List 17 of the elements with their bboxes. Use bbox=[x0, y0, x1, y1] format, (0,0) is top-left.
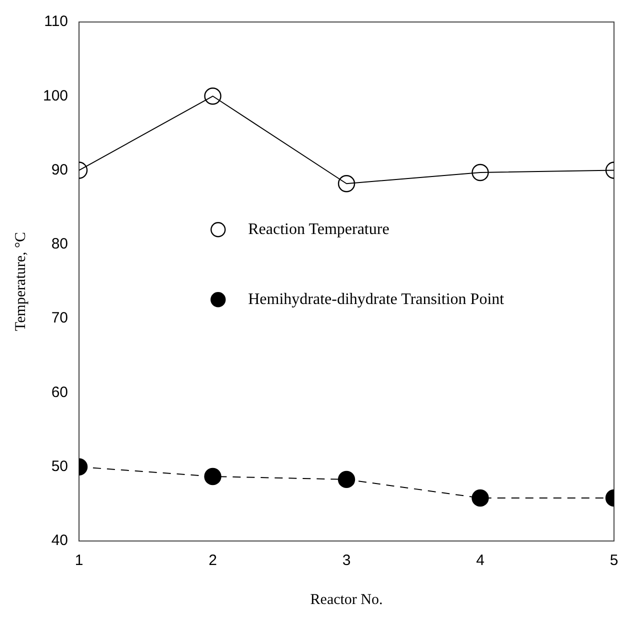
y-tick-label: 50 bbox=[51, 458, 68, 475]
x-tick-label: 5 bbox=[610, 552, 618, 570]
x-axis-title: Reactor No. bbox=[310, 592, 383, 608]
y-tick-label: 100 bbox=[42, 87, 68, 104]
x-tick-label: 4 bbox=[476, 552, 484, 570]
legend-label: Reaction Temperature bbox=[248, 220, 390, 238]
x-tick-label: 3 bbox=[342, 552, 351, 570]
y-tick-label: 40 bbox=[51, 532, 68, 550]
y-tick-label: 90 bbox=[51, 161, 68, 178]
y-tick-label: 70 bbox=[51, 310, 68, 327]
y-tick-label: 60 bbox=[51, 384, 68, 401]
legend-label: Hemihydrate-dihydrate Transition Point bbox=[248, 290, 505, 308]
y-tick-label: 80 bbox=[51, 236, 68, 253]
x-tick-label: 2 bbox=[208, 552, 217, 570]
y-tick-label: 110 bbox=[44, 13, 68, 30]
x-tick-label: 1 bbox=[74, 552, 84, 570]
y-axis-title: Temperature, °C bbox=[12, 232, 29, 332]
